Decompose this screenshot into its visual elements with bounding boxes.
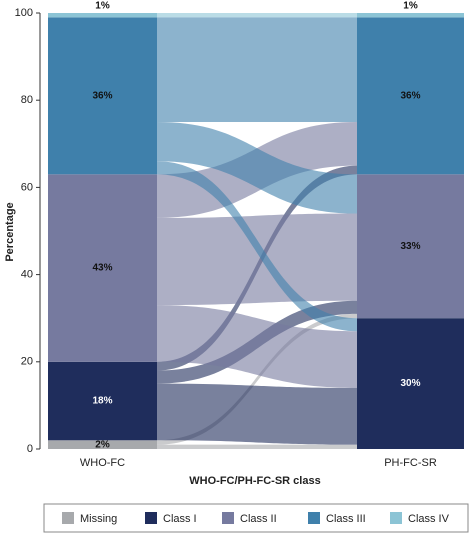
flow — [157, 213, 357, 306]
value-label: 36% — [92, 90, 112, 101]
legend-swatch — [145, 512, 157, 524]
legend-label: Class IV — [408, 513, 450, 525]
flow — [157, 122, 357, 214]
value-label: 1% — [403, 1, 418, 12]
flow — [157, 161, 357, 332]
value-label: 1% — [95, 1, 110, 12]
legend-swatch — [62, 512, 74, 524]
y-tick-label: 100 — [15, 7, 33, 19]
bar-segment — [357, 17, 464, 175]
y-tick-label: 60 — [21, 181, 33, 193]
legend-swatch — [308, 512, 320, 524]
flow — [157, 13, 357, 18]
bar-segment — [48, 13, 157, 18]
legend-label: Missing — [80, 513, 117, 525]
flow — [157, 17, 357, 122]
value-label: 36% — [400, 90, 420, 101]
value-label: 30% — [400, 378, 420, 389]
x-tick-label: PH-FC-SR — [384, 457, 437, 469]
legend-label: Class III — [326, 513, 366, 525]
bar-segment — [357, 318, 464, 449]
legend-label: Class I — [163, 513, 197, 525]
y-tick-label: 0 — [27, 443, 33, 455]
legend-swatch — [390, 512, 402, 524]
flow — [157, 444, 357, 449]
value-label: 33% — [400, 241, 420, 252]
y-tick-label: 20 — [21, 356, 33, 368]
legend-swatch — [222, 512, 234, 524]
x-tick-label: WHO-FC — [80, 457, 125, 469]
x-axis-title: WHO-FC/PH-FC-SR class — [189, 475, 320, 487]
y-tick-label: 80 — [21, 94, 33, 106]
bar-segment — [48, 174, 157, 362]
bar-segment — [357, 13, 464, 18]
legend-box — [43, 503, 469, 533]
flow — [157, 305, 357, 388]
value-label: 18% — [92, 396, 112, 407]
legend-label: Class II — [240, 513, 277, 525]
y-axis-title: Percentage — [4, 202, 16, 261]
flow — [157, 383, 357, 445]
bar-segment — [48, 440, 157, 449]
value-label: 43% — [92, 263, 112, 274]
bar-segment — [48, 17, 157, 175]
flow — [157, 313, 357, 445]
value-label: 2% — [95, 439, 110, 450]
bar-segment — [48, 361, 157, 441]
bar-segment — [357, 174, 464, 319]
y-tick-label: 40 — [21, 269, 33, 281]
